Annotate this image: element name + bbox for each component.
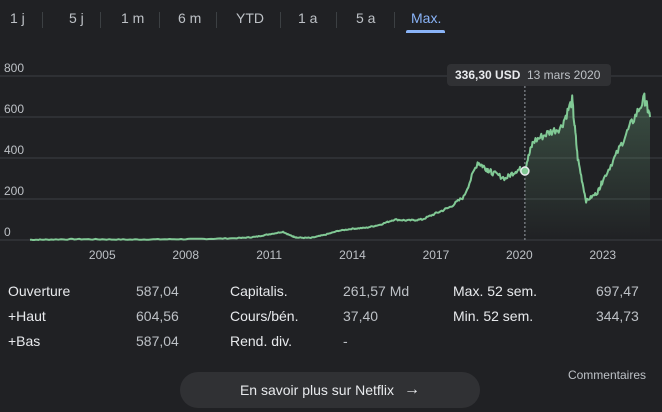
tab-divider	[42, 12, 43, 28]
x-tick-label: 2005	[89, 248, 116, 262]
tab-divider	[159, 12, 160, 28]
stat-label-low: +Bas	[8, 333, 41, 349]
y-axis: 0 200 400 600 800	[4, 61, 24, 239]
range-tabs: 1 j 5 j 1 m 6 m YTD 1 a 5 a Max.	[0, 0, 662, 36]
tooltip-date: 13 mars 2020	[527, 68, 601, 82]
x-tick-label: 2023	[589, 248, 616, 262]
stat-value-low: 587,04	[136, 333, 179, 349]
x-tick-label: 2017	[423, 248, 450, 262]
x-tick-label: 2011	[256, 248, 282, 262]
tab-5-years[interactable]: 5 a	[356, 10, 376, 26]
tab-divider	[394, 12, 395, 28]
x-tick-label: 2020	[506, 248, 533, 262]
comments-link[interactable]: Commentaires	[567, 368, 646, 382]
tab-divider	[216, 12, 217, 28]
learn-more-button[interactable]: En savoir plus sur Netflix →	[180, 372, 480, 408]
stat-label-52w-low: Min. 52 sem.	[453, 308, 534, 324]
stat-value-market-cap: 261,57 Md	[343, 283, 410, 299]
stat-value-52w-high: 697,47	[596, 283, 639, 299]
price-line	[29, 92, 651, 241]
stat-label-dividend: Rend. div.	[230, 333, 292, 349]
stat-value-high: 604,56	[136, 308, 179, 324]
y-tick-label: 800	[4, 61, 24, 75]
x-tick-label: 2014	[339, 248, 366, 262]
y-tick-label: 200	[4, 184, 24, 198]
hover-point	[520, 166, 530, 176]
y-tick-label: 0	[4, 225, 11, 239]
tab-max[interactable]: Max.	[411, 10, 442, 26]
y-tick-label: 600	[4, 102, 24, 116]
arrow-right-icon: →	[404, 381, 421, 398]
stat-value-dividend: -	[343, 333, 348, 349]
stat-label-market-cap: Capitalis.	[230, 283, 288, 299]
stat-label-pe-ratio: Cours/bén.	[230, 308, 299, 324]
price-area	[524, 93, 650, 240]
price-tooltip: 336,30 USD 13 mars 2020	[447, 64, 611, 86]
stat-label-52w-high: Max. 52 sem.	[453, 283, 538, 299]
tab-divider	[280, 12, 281, 28]
tab-6-months[interactable]: 6 m	[178, 10, 202, 26]
tab-1-day[interactable]: 1 j	[10, 10, 25, 26]
x-axis: 2005 2008 2011 2014 2017 2020 2023	[89, 248, 616, 262]
stat-label-high: +Haut	[8, 308, 46, 324]
learn-more-label: En savoir plus sur Netflix	[239, 382, 395, 398]
tab-1-year[interactable]: 1 a	[298, 10, 318, 26]
stat-value-open: 587,04	[136, 283, 179, 299]
stat-value-52w-low: 344,73	[596, 308, 639, 324]
tab-divider	[100, 12, 101, 28]
stat-value-pe-ratio: 37,40	[343, 308, 379, 324]
tab-ytd[interactable]: YTD	[236, 10, 264, 26]
x-tick-label: 2008	[172, 248, 199, 262]
tab-5-days[interactable]: 5 j	[69, 10, 84, 26]
tab-divider	[336, 12, 337, 28]
tab-1-month[interactable]: 1 m	[121, 10, 145, 26]
active-tab-indicator	[406, 30, 445, 33]
tooltip-price: 336,30 USD	[455, 68, 521, 82]
y-tick-label: 400	[4, 143, 24, 157]
stat-label-open: Ouverture	[8, 283, 71, 299]
